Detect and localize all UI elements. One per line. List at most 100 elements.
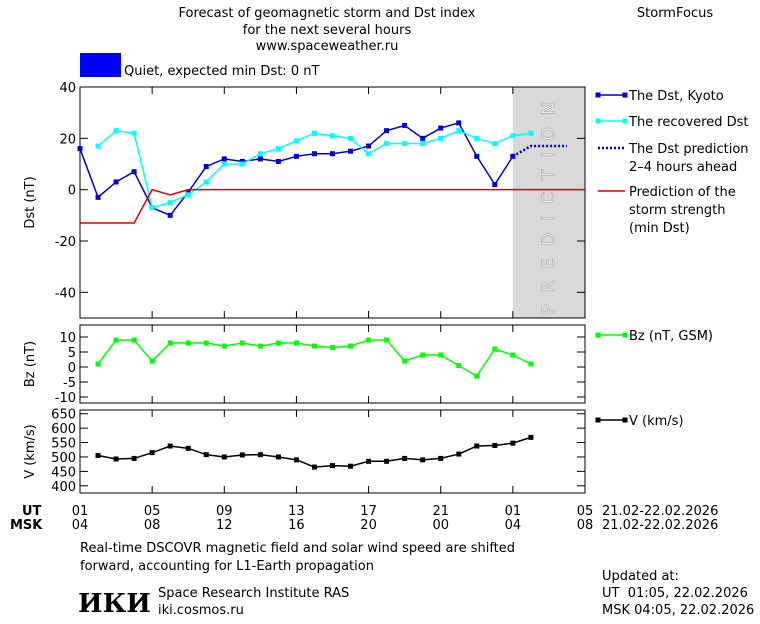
x-tick-label: 05 — [144, 504, 161, 519]
prediction-zone — [512, 87, 585, 318]
data-point — [203, 179, 209, 185]
data-point — [167, 200, 173, 205]
data-point — [402, 455, 408, 461]
y-tick-label: -5 — [63, 376, 76, 391]
data-point — [113, 337, 119, 343]
data-point — [438, 455, 444, 461]
data-point — [456, 128, 462, 134]
legend-label: Prediction of the storm strength (min Dst) — [629, 185, 736, 236]
data-point — [131, 169, 137, 175]
data-point — [330, 151, 335, 157]
y-tick-label: 40 — [59, 81, 76, 96]
plot-frame — [79, 324, 586, 404]
data-point — [293, 457, 299, 463]
data-point — [366, 458, 372, 464]
data-point — [275, 146, 281, 152]
data-point — [456, 120, 462, 126]
data-point — [492, 140, 498, 146]
data-point — [167, 443, 173, 449]
data-point — [510, 352, 516, 358]
x-tick-label: 17 — [360, 504, 377, 519]
data-point — [275, 158, 281, 164]
data-point — [95, 143, 101, 149]
data-point — [131, 337, 137, 343]
site-url: www.spaceweather.ru — [256, 39, 399, 54]
brand: StormFocus — [637, 6, 713, 21]
data-point — [185, 189, 191, 195]
data-point — [239, 340, 245, 346]
ut-dates: 21.02-22.02.2026 — [602, 504, 718, 519]
y-tick-label: 0 — [68, 361, 76, 376]
series-line — [97, 129, 531, 209]
y-tick-label: -10 — [55, 391, 76, 406]
y-tick-label: 500 — [51, 451, 76, 466]
data-point — [420, 140, 426, 146]
data-point — [95, 194, 101, 200]
data-point — [420, 457, 426, 463]
data-point — [113, 179, 119, 185]
x-tick-label-msk: 12 — [216, 518, 233, 533]
data-point — [384, 128, 390, 134]
data-point — [293, 138, 299, 144]
legend-label: V (km/s) — [629, 414, 684, 429]
data-point — [330, 133, 335, 139]
data-point — [239, 452, 245, 458]
y-tick-label: 550 — [51, 437, 76, 452]
data-point — [203, 164, 209, 170]
data-point — [257, 156, 263, 162]
x-tick-label: 01 — [72, 504, 89, 519]
legend-label: Bz (nT, GSM) — [629, 329, 713, 344]
updated-msk: MSK 04:05, 22.02.2026 — [602, 603, 754, 618]
data-point — [131, 130, 137, 136]
data-point — [275, 340, 281, 346]
data-point — [293, 340, 299, 346]
data-point — [438, 135, 444, 141]
data-point — [528, 130, 534, 136]
x-tick-label-msk: 08 — [577, 518, 594, 533]
y-tick-label: 5 — [68, 346, 76, 361]
data-point — [366, 337, 372, 343]
series-line — [80, 188, 585, 224]
data-point — [257, 452, 263, 458]
legend-marker — [622, 118, 628, 124]
x-tick-label-msk: 20 — [360, 518, 377, 533]
data-point — [239, 161, 245, 167]
y-axis-label: Dst (nT) — [23, 176, 38, 228]
data-point — [456, 363, 462, 368]
data-point — [420, 135, 426, 141]
data-point — [348, 148, 354, 154]
legend-marker — [595, 92, 601, 98]
data-point — [311, 151, 317, 157]
data-point — [221, 161, 227, 167]
data-point — [438, 125, 444, 131]
y-axis-label: V (km/s) — [23, 424, 38, 479]
msk-dates: 21.02-22.02.2026 — [602, 518, 718, 533]
x-tick-label: 21 — [432, 504, 449, 519]
series-line — [512, 144, 567, 158]
logo: ИКИ — [78, 589, 151, 619]
y-tick-label: 10 — [59, 331, 76, 346]
data-point — [203, 452, 209, 458]
footer-note: Real-time DSCOVR magnetic field and sola… — [80, 541, 515, 556]
y-axis-label: Bz (nT) — [23, 341, 38, 387]
data-point — [95, 361, 101, 367]
data-point — [438, 352, 444, 358]
legend-label: The recovered Dst — [628, 115, 748, 130]
y-tick-label: 450 — [51, 465, 76, 480]
data-point — [95, 453, 101, 459]
x-tick-label: 01 — [505, 504, 522, 519]
data-point — [348, 463, 354, 469]
data-point — [257, 151, 263, 157]
data-point — [185, 340, 191, 346]
legend-marker — [595, 417, 601, 423]
series-line — [97, 436, 532, 468]
data-point — [311, 130, 317, 136]
data-point — [384, 458, 390, 464]
data-point — [293, 153, 299, 159]
data-point — [510, 133, 516, 139]
data-point — [402, 123, 408, 128]
updated-title: Updated at: — [602, 569, 679, 584]
data-point — [113, 128, 119, 134]
